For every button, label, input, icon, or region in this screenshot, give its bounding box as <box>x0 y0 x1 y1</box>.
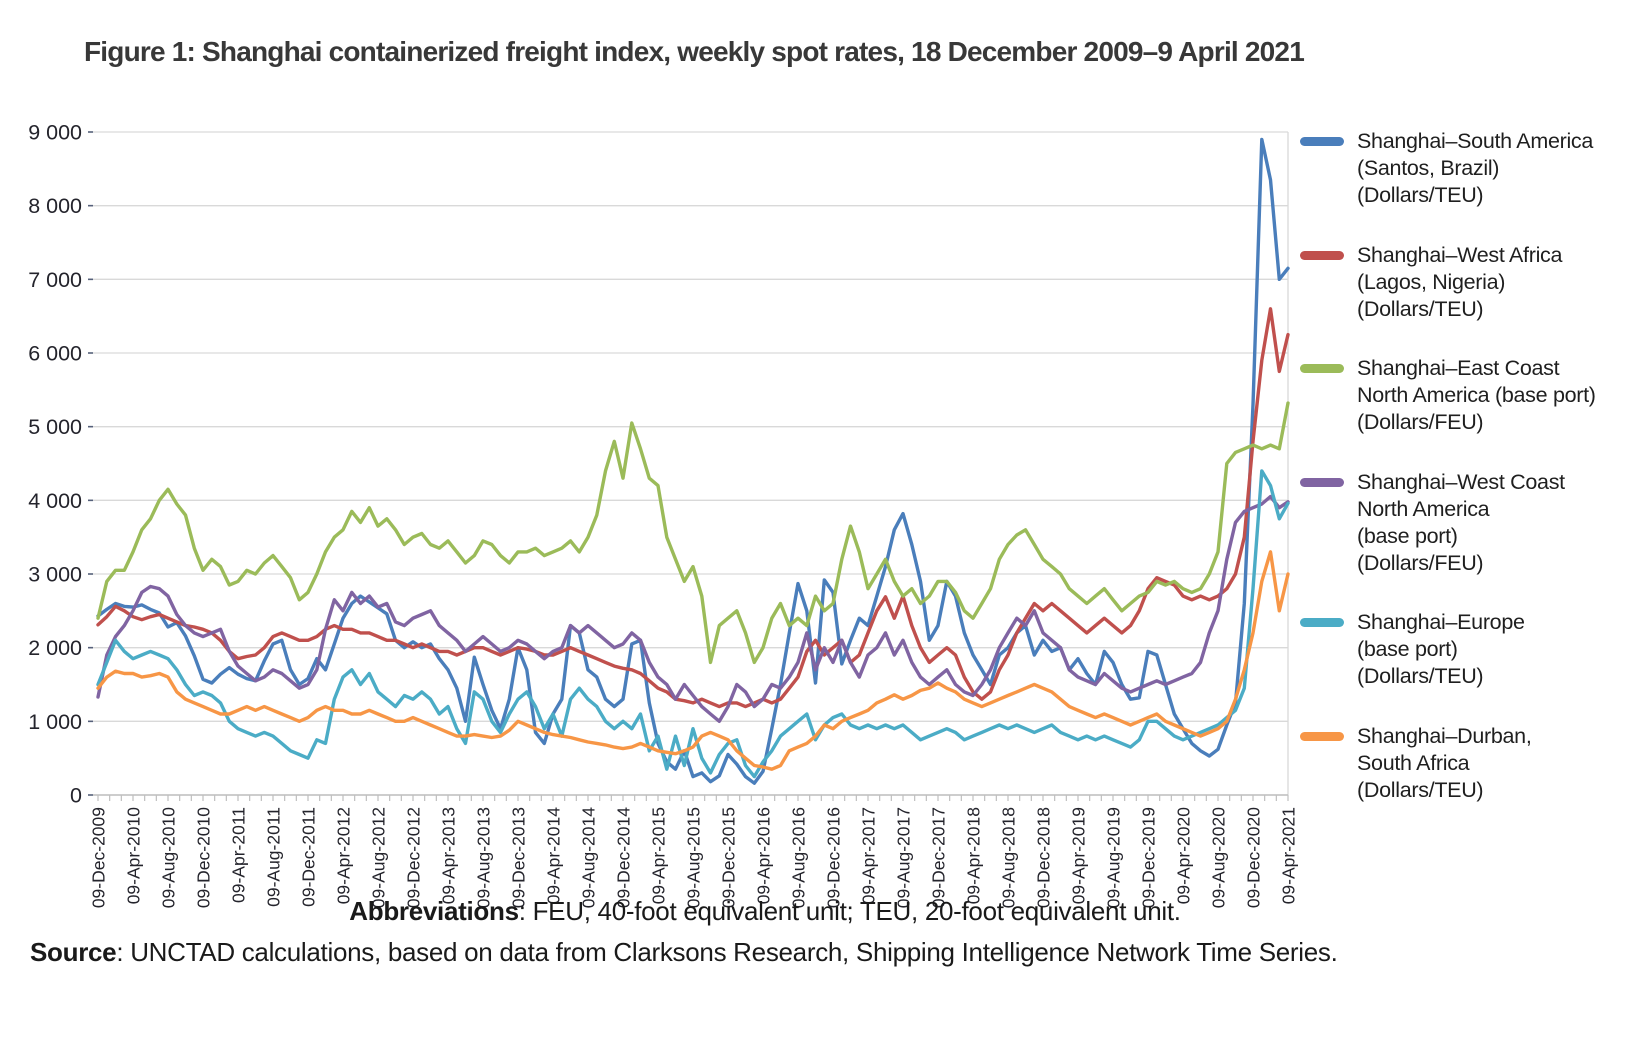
x-tick-label: 09-Apr-2019 <box>1069 807 1089 904</box>
x-tick-label: 09-Apr-2021 <box>1279 807 1299 904</box>
legend-label: Shanghai–West Africa (Lagos, Nigeria) (Dol… <box>1357 242 1563 321</box>
y-tick-label: 4 000 <box>28 489 82 513</box>
abbreviations-text: : FEU, 40-foot equivalent unit; TEU, 20-… <box>518 896 1181 926</box>
y-tick-label: 5 000 <box>28 415 82 439</box>
source-text: : UNCTAD calculations, based on data fro… <box>116 937 1338 967</box>
x-tick-label: 09-Apr-2014 <box>544 807 564 905</box>
x-tick-label: 09-Dec-2016 <box>824 807 844 908</box>
series-line-5 <box>96 550 1290 771</box>
x-tick-label: 09-Dec-2014 <box>614 807 634 908</box>
x-tick-label: 09-Apr-2012 <box>334 807 354 904</box>
x-tick-label: 09-Apr-2016 <box>754 807 774 904</box>
x-tick-label: 09-Aug-2010 <box>159 807 179 908</box>
series-line-3 <box>96 494 1290 723</box>
x-tick-label: 09-Apr-2018 <box>964 807 984 904</box>
figure-title: Figure 1: Shanghai containerized freight… <box>84 36 1305 67</box>
abbreviations-label: Abbreviations <box>349 896 519 926</box>
x-tick-label: 09-Aug-2019 <box>1104 807 1124 908</box>
legend-entry-3: Shanghai–West Coast North America (base po… <box>1300 469 1636 577</box>
x-tick-label: 09-Apr-2011 <box>229 807 249 903</box>
x-tick-label: 09-Aug-2017 <box>894 807 914 908</box>
x-tick-label: 09-Dec-2010 <box>194 807 214 908</box>
x-tick-label: 09-Dec-2009 <box>89 807 109 908</box>
legend-entry-4: Shanghai–Europe (base port) (Dollars/TEU) <box>1300 609 1636 690</box>
y-tick-label: 8 000 <box>28 194 82 218</box>
legend-label: Shanghai–West Coast North America (base po… <box>1357 469 1565 575</box>
x-tick-label: 09-Aug-2011 <box>264 807 284 907</box>
legend-entry-2: Shanghai–East Coast North America (base p… <box>1300 355 1636 436</box>
x-tick-label: 09-Aug-2020 <box>1209 807 1229 908</box>
y-tick-label: 7 000 <box>28 268 82 292</box>
legend-entry-1: Shanghai–West Africa (Lagos, Nigeria) (Dol… <box>1300 242 1636 323</box>
series-line-1 <box>96 307 1290 709</box>
x-tick-label: 09-Aug-2016 <box>789 807 809 908</box>
legend-swatch-icon <box>1300 137 1344 146</box>
legend-swatch-icon <box>1300 250 1344 260</box>
x-tick-label: 09-Aug-2018 <box>999 807 1019 908</box>
legend-label: Shanghai–Europe (base port) (Dollars/TEU) <box>1357 610 1525 689</box>
x-tick-label: 09-Apr-2017 <box>859 807 879 904</box>
x-tick-label: 09-Dec-2018 <box>1034 807 1054 908</box>
legend-label: Shanghai–Durban, South Africa (Dollars/TEU… <box>1357 723 1532 802</box>
legend-swatch-icon <box>1300 477 1344 487</box>
x-tick-label: 09-Aug-2015 <box>684 807 704 908</box>
y-tick-label: 6 000 <box>28 342 82 366</box>
legend-swatch-icon <box>1300 731 1344 741</box>
x-tick-label: 09-Apr-2013 <box>439 807 459 904</box>
y-tick-label: 3 000 <box>28 563 82 587</box>
x-tick-label: 09-Apr-2015 <box>649 807 669 904</box>
y-tick-label: 2 000 <box>28 636 82 660</box>
y-tick-label: 1 000 <box>28 710 82 734</box>
chart-legend: Shanghai–South America (Santos, Brazil) (D… <box>1300 128 1636 804</box>
x-tick-label: 09-Aug-2014 <box>579 807 599 908</box>
y-tick-label: 0 <box>70 784 82 808</box>
series-line-2 <box>96 401 1290 665</box>
x-tick-label: 09-Dec-2019 <box>1139 807 1159 908</box>
y-tick-label: 9 000 <box>28 121 82 145</box>
source-label: Source <box>30 937 117 967</box>
legend-swatch-icon <box>1300 618 1344 628</box>
x-tick-label: 09-Apr-2010 <box>124 807 144 905</box>
legend-label: Shanghai–East Coast North America (base p… <box>1357 356 1596 435</box>
x-tick-label: 09-Aug-2013 <box>474 807 494 908</box>
x-tick-label: 09-Dec-2011 <box>299 807 319 907</box>
x-tick-label: 09-Dec-2012 <box>404 807 424 908</box>
series-line-4 <box>96 469 1290 779</box>
series-line-0 <box>96 137 1290 785</box>
x-tick-label: 09-Dec-2017 <box>929 807 949 908</box>
source-note: Source: UNCTAD calculations, based on da… <box>30 937 1610 968</box>
x-tick-label: 09-Apr-2020 <box>1174 807 1194 905</box>
x-tick-label: 09-Dec-2020 <box>1244 807 1264 908</box>
abbreviations-note: Abbreviations: FEU, 40-foot equivalent u… <box>0 896 1530 927</box>
x-tick-label: 09-Dec-2013 <box>509 807 529 908</box>
legend-entry-5: Shanghai–Durban, South Africa (Dollars/TEU… <box>1300 723 1636 804</box>
legend-label: Shanghai–South America (Santos, Brazil) (D… <box>1357 129 1594 207</box>
x-tick-label: 09-Dec-2015 <box>719 807 739 908</box>
legend-entry-0: Shanghai–South America (Santos, Brazil) (D… <box>1300 128 1636 209</box>
x-tick-label: 09-Aug-2012 <box>369 807 389 908</box>
legend-swatch-icon <box>1300 364 1344 374</box>
